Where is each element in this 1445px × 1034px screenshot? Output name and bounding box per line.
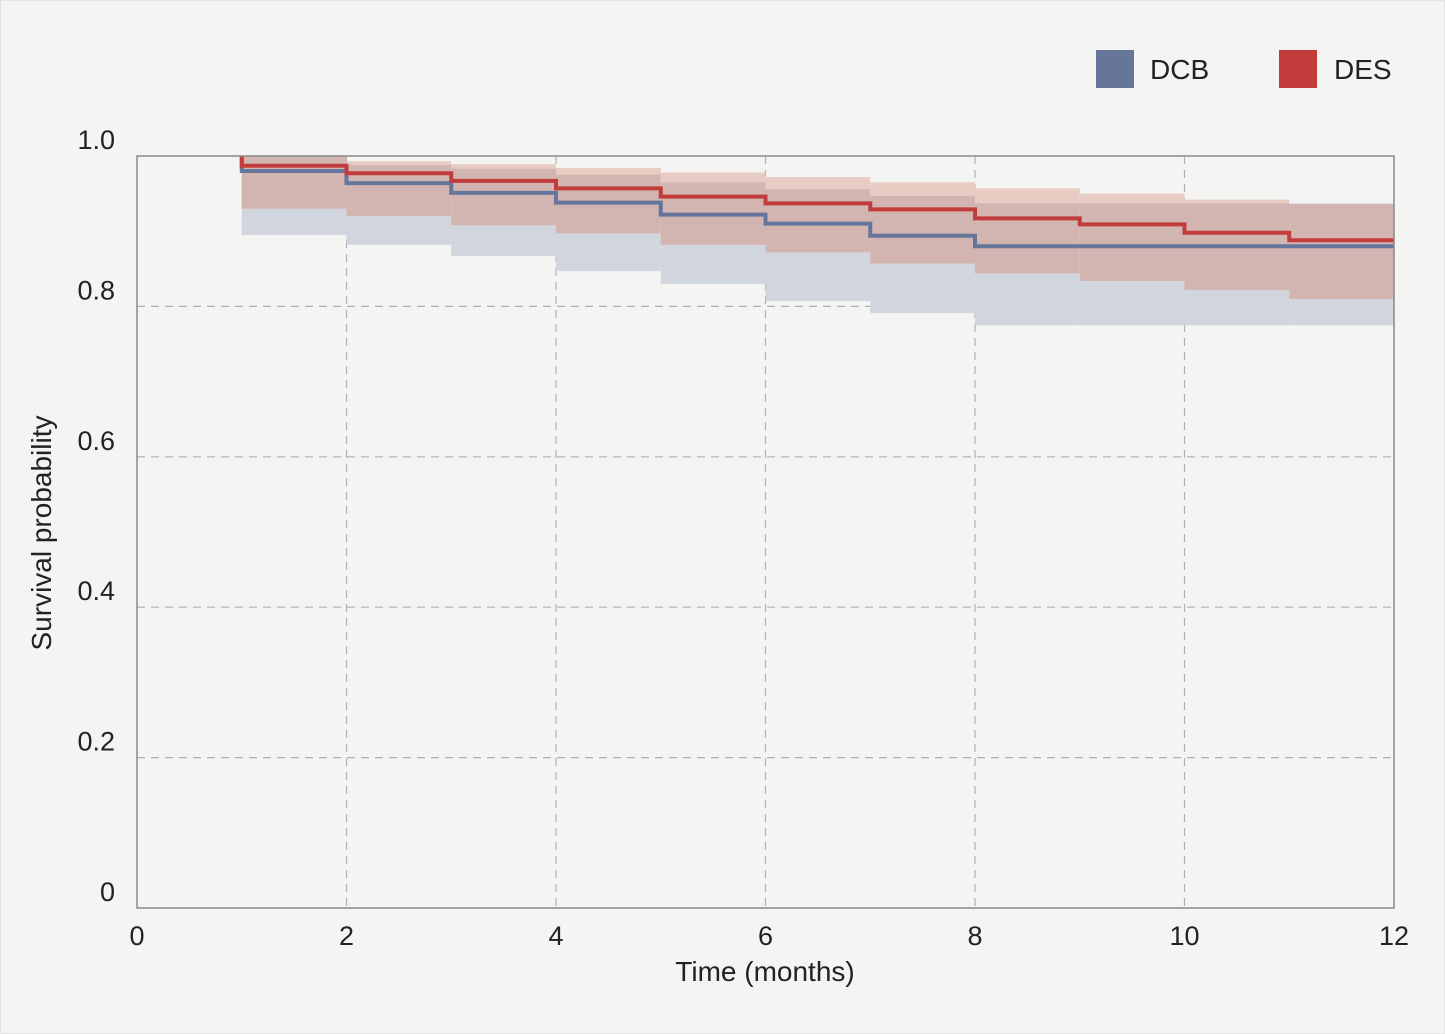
x-tick-label: 12: [1379, 921, 1409, 951]
ci-band-overlap: [451, 168, 556, 226]
x-axis-label: Time (months): [675, 956, 854, 987]
y-tick-label: 0.6: [77, 426, 115, 456]
x-tick-label: 4: [548, 921, 563, 951]
x-tick-label: 0: [129, 921, 144, 951]
x-tick-labels: 0 2 4 6 8 10 12: [129, 921, 1409, 951]
survival-lines: [239, 156, 1394, 249]
legend: DCB DES: [1096, 50, 1392, 88]
ci-band-overlap: [975, 203, 1080, 274]
y-tick-labels: 0 0.2 0.4 0.6 0.8 1.0: [77, 125, 115, 907]
legend-label-dcb: DCB: [1150, 54, 1209, 85]
y-tick-label: 0.2: [77, 727, 115, 757]
legend-swatch-des: [1279, 50, 1317, 88]
ci-band-overlap: [1079, 203, 1185, 281]
ci-band-overlap: [1289, 204, 1394, 299]
x-tick-label: 8: [967, 921, 982, 951]
ci-band-overlap: [870, 195, 975, 264]
plot-border: [136, 155, 1395, 909]
x-tick-label: 6: [758, 921, 773, 951]
survival-line-des: [239, 156, 1394, 243]
y-tick-label: 0.8: [77, 275, 115, 305]
legend-swatch-dcb: [1096, 50, 1134, 88]
ci-band-overlap: [765, 189, 871, 253]
y-tick-label: 1.0: [77, 125, 115, 155]
legend-label-des: DES: [1334, 54, 1392, 85]
x-tick-label: 10: [1169, 921, 1199, 951]
y-tick-label: 0: [100, 877, 115, 907]
y-tick-label: 0.4: [77, 576, 115, 606]
x-tick-label: 2: [339, 921, 354, 951]
y-axis-label: Survival probability: [26, 416, 57, 651]
survival-line-dcb: [239, 156, 1394, 249]
